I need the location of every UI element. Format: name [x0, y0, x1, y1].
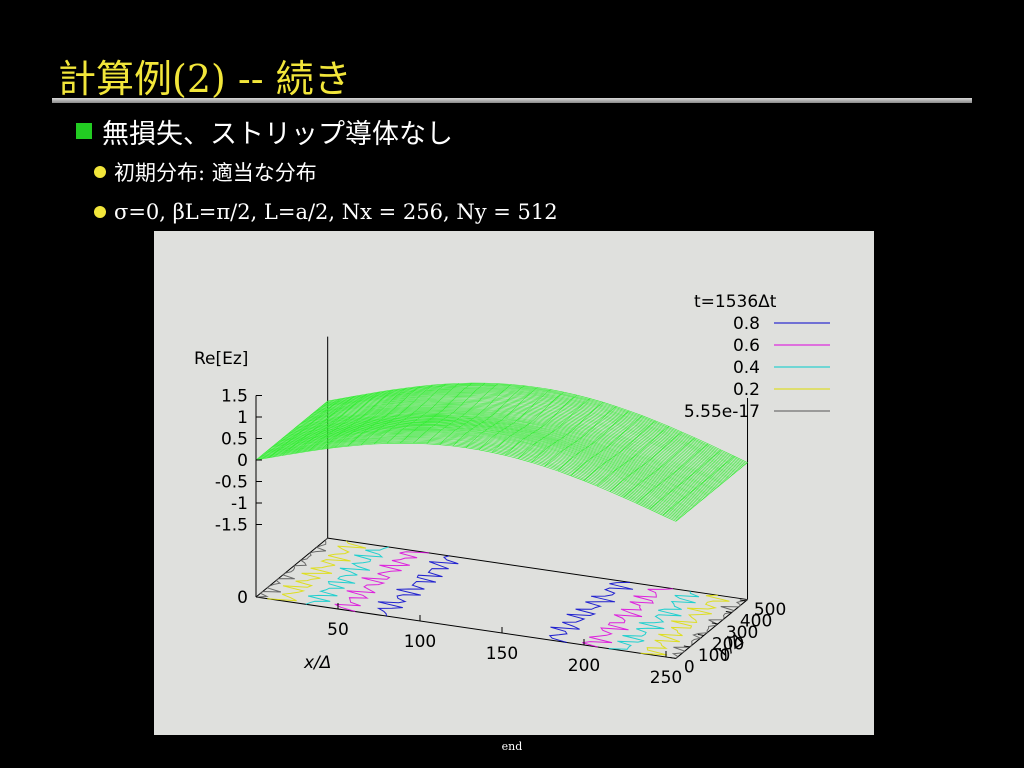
mesh-line-x	[347, 386, 420, 447]
legend-label: 0.2	[733, 380, 760, 400]
contour-line-0.8	[376, 555, 459, 617]
contour-line-5.55e-17	[671, 599, 748, 659]
z-tick-label: -1.5	[215, 516, 248, 536]
main-bullet-text: 無損失、ストリップ導体なし	[102, 118, 453, 150]
legend-label: 0.6	[733, 336, 760, 356]
y-tick-label: 200	[712, 634, 744, 654]
contour-lines	[256, 537, 748, 659]
y-tick-label: 0	[684, 657, 695, 677]
mesh-line-x	[649, 449, 722, 510]
mesh-line-x	[268, 398, 341, 458]
sub-bullet-text-2: σ=0, βL=π/2, L=a/2, Nx = 256, Ny = 512	[114, 200, 558, 224]
mesh-line-x	[557, 410, 630, 472]
z-tick-label: 1.5	[221, 387, 248, 407]
y-tick-label: 300	[726, 623, 758, 643]
mesh-line-x	[505, 394, 578, 456]
mesh-line-x	[386, 383, 460, 444]
mesh-line-x	[360, 384, 433, 446]
y-tick-mark	[683, 645, 690, 648]
mesh-line-x	[623, 437, 696, 498]
mesh-line-x	[609, 431, 683, 492]
mesh-line-x	[570, 415, 643, 476]
y-tick-mark	[711, 622, 718, 625]
y-tick-mark	[697, 633, 704, 636]
mesh-line-x	[636, 443, 709, 504]
y-tick-label: 500	[754, 600, 786, 620]
contour-line-0.2	[640, 594, 730, 656]
round-bullet-icon	[94, 206, 106, 218]
z-tick-label: 0	[237, 451, 248, 471]
mesh-line-x	[400, 382, 473, 444]
x-axis-label: x/Δ	[303, 653, 331, 673]
title-divider	[52, 98, 972, 103]
contour-line-0.6	[582, 588, 674, 648]
base-zero-label: 0	[237, 588, 248, 608]
surface-plot: 1.5 1 0.5 0 -0.5 -1 -1.5 0 50 100 150 200 250 0 100 200…	[154, 231, 874, 735]
legend-label: 0.8	[733, 314, 760, 334]
mesh-line-x	[334, 387, 407, 448]
x-tick-label: 100	[404, 632, 436, 652]
mesh-line-x	[452, 385, 525, 447]
x-tick-label: 150	[486, 644, 518, 664]
x-axis-line	[255, 596, 676, 659]
contour-line-0.2	[267, 540, 367, 602]
x-tick-label: 250	[650, 668, 682, 688]
mesh-line-x	[295, 393, 368, 454]
mesh-line-x	[596, 426, 669, 487]
mesh-line-x	[426, 383, 499, 445]
mesh-line-x	[439, 384, 512, 445]
mesh-line-x	[675, 462, 748, 522]
footer-text: end	[501, 740, 523, 753]
contour-line-5.55e-17	[256, 537, 329, 598]
mesh-line-x	[491, 391, 564, 453]
contour-line-0.8	[548, 581, 634, 643]
y-axis-line	[675, 599, 748, 659]
z-tick-label: -0.5	[215, 473, 248, 493]
y-tick-label: 400	[740, 611, 772, 631]
mesh-line-x	[478, 389, 551, 451]
mesh-line-x	[282, 396, 355, 456]
y-tick-mark	[669, 656, 676, 659]
x-tick-label: 200	[568, 656, 600, 676]
legend-title: t=1536Δt	[694, 292, 777, 312]
mesh-line-x	[583, 420, 656, 481]
mesh-line-x	[544, 406, 617, 467]
z-tick-label: -1	[231, 494, 248, 514]
surface-mesh	[255, 382, 748, 522]
square-bullet-icon	[76, 123, 92, 139]
sub-bullet-text-1: 初期分布: 適当な分布	[114, 161, 317, 185]
mesh-line-x	[255, 400, 328, 461]
back-edge	[327, 537, 748, 601]
z-tick-label: 0.5	[221, 430, 248, 450]
sub-bullet: σ=0, βL=π/2, L=a/2, Nx = 256, Ny = 512	[94, 198, 558, 226]
round-bullet-icon	[94, 166, 106, 178]
z-tick-label: 1	[237, 408, 248, 428]
slide-title: 計算例(2) -- 続き	[58, 57, 352, 101]
main-bullet: 無損失、ストリップ導体なし	[76, 113, 453, 150]
mesh-line-x	[413, 382, 486, 444]
y-tick-mark	[739, 599, 746, 602]
contour-line-0.6	[334, 551, 429, 612]
z-axis-label: Re[Ez]	[194, 349, 248, 369]
surface-plot-svg: 1.510.50-0.5-1-1.50501001502002500100200…	[194, 292, 830, 689]
mesh-line-x	[518, 398, 591, 459]
mesh-line-x	[373, 383, 446, 445]
contour-line-0.4	[608, 591, 700, 650]
mesh-line-x	[308, 391, 381, 452]
mesh-line-x	[531, 402, 604, 463]
legend-label: 5.55e-17	[684, 402, 760, 422]
axis-ticks: 1.510.50-0.5-1-1.50501001502002500100200…	[215, 387, 786, 689]
mesh-line-x	[321, 389, 394, 450]
contour-line-0.4	[305, 546, 389, 605]
mesh-line-x	[465, 387, 538, 448]
x-tick-label: 50	[327, 620, 349, 640]
legend-label: 0.4	[733, 358, 760, 378]
y-tick-label: 100	[698, 646, 730, 666]
mesh-line-x	[662, 456, 735, 516]
sub-bullet: 初期分布: 適当な分布	[94, 158, 317, 186]
mesh-line-y	[255, 442, 676, 522]
y-tick-mark	[725, 610, 732, 613]
